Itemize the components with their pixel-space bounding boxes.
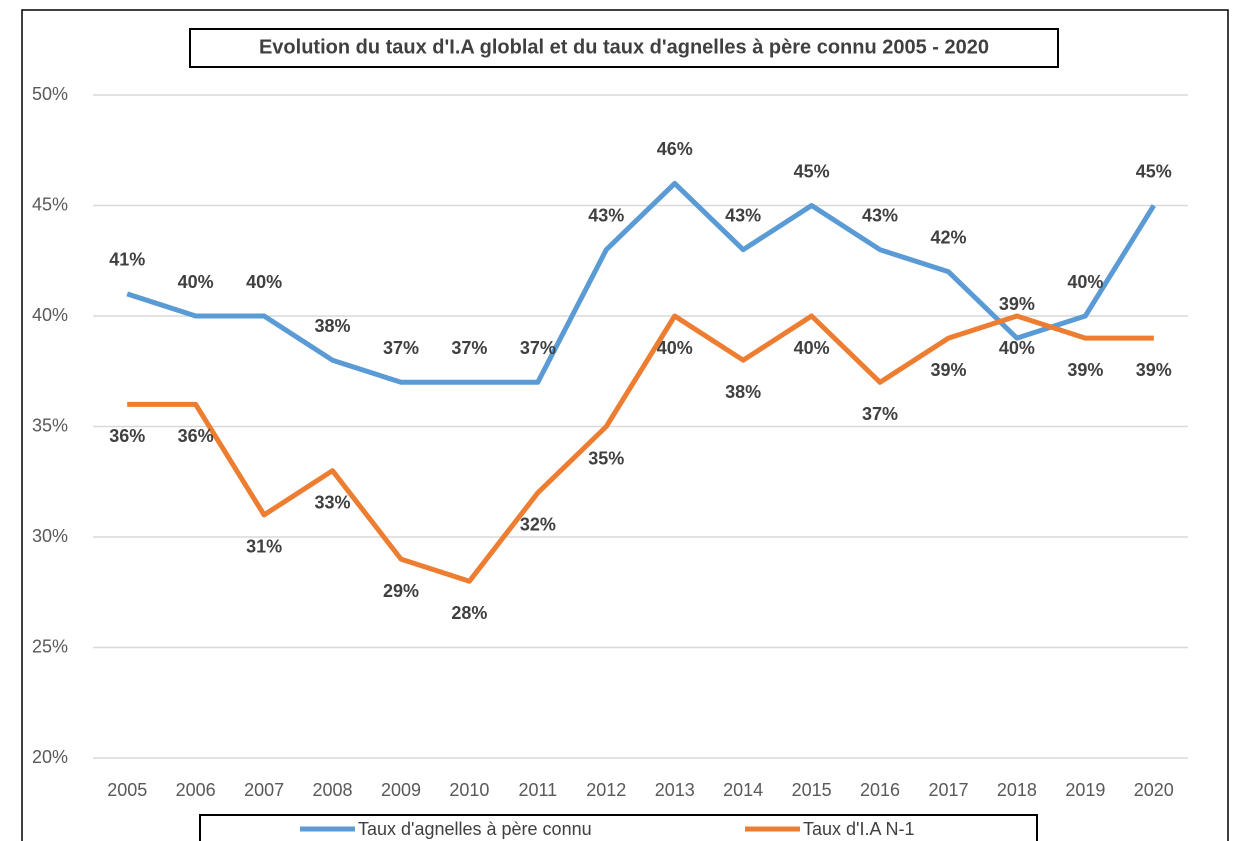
y-tick-label: 30%: [32, 526, 68, 546]
data-label: 40%: [657, 338, 693, 358]
x-tick-label: 2008: [313, 780, 353, 800]
x-tick-label: 2012: [586, 780, 626, 800]
data-label: 29%: [383, 581, 419, 601]
x-tick-label: 2015: [792, 780, 832, 800]
data-label: 37%: [862, 404, 898, 424]
data-label: 40%: [246, 272, 282, 292]
x-tick-label: 2011: [518, 780, 557, 800]
x-tick-label: 2005: [107, 780, 147, 800]
y-tick-label: 25%: [32, 636, 68, 656]
x-tick-label: 2018: [997, 780, 1037, 800]
data-label: 43%: [725, 205, 761, 225]
data-label: 39%: [1067, 360, 1103, 380]
y-tick-label: 45%: [32, 194, 68, 214]
data-label: 32%: [520, 515, 556, 535]
x-tick-label: 2020: [1134, 780, 1174, 800]
data-label: 40%: [178, 272, 214, 292]
data-label: 31%: [246, 537, 282, 557]
data-label: 43%: [862, 205, 898, 225]
data-label: 37%: [520, 338, 556, 358]
x-tick-label: 2014: [723, 780, 763, 800]
data-line: [126, 180, 1156, 385]
data-label: 40%: [1067, 272, 1103, 292]
data-label: 39%: [999, 294, 1035, 314]
data-label: 38%: [315, 316, 351, 336]
x-tick-label: 2013: [655, 780, 695, 800]
data-label: 28%: [451, 603, 487, 623]
data-label: 37%: [451, 338, 487, 358]
legend-label: Taux d'agnelles à père connu: [358, 819, 592, 839]
y-tick-label: 40%: [32, 305, 68, 325]
data-label: 33%: [315, 492, 351, 512]
y-tick-label: 50%: [32, 84, 68, 104]
data-label: 45%: [794, 161, 830, 181]
x-tick-label: 2007: [244, 780, 284, 800]
data-label: 45%: [1136, 161, 1172, 181]
x-tick-label: 2009: [381, 780, 421, 800]
data-label: 40%: [794, 338, 830, 358]
data-label: 37%: [383, 338, 419, 358]
data-label: 39%: [930, 360, 966, 380]
data-label: 41%: [109, 250, 145, 270]
x-tick-label: 2019: [1065, 780, 1105, 800]
data-label: 40%: [999, 338, 1035, 358]
chart-title: Evolution du taux d'I.A globlal et du ta…: [259, 36, 989, 58]
x-tick-label: 2016: [860, 780, 900, 800]
data-label: 38%: [725, 382, 761, 402]
data-label: 36%: [178, 426, 214, 446]
x-tick-label: 2010: [449, 780, 489, 800]
y-tick-label: 20%: [32, 747, 68, 767]
data-label: 43%: [588, 205, 624, 225]
data-label: 36%: [109, 426, 145, 446]
data-label: 35%: [588, 448, 624, 468]
x-tick-label: 2006: [176, 780, 216, 800]
data-line: [127, 313, 1154, 584]
x-tick-label: 2017: [928, 780, 968, 800]
data-label: 46%: [657, 139, 693, 159]
data-label: 39%: [1136, 360, 1172, 380]
y-tick-label: 35%: [32, 415, 68, 435]
data-label: 42%: [930, 228, 966, 248]
legend-label: Taux d'I.A N-1: [803, 819, 915, 839]
title-box: [189, 28, 1059, 68]
chart-border: [21, 9, 1229, 841]
